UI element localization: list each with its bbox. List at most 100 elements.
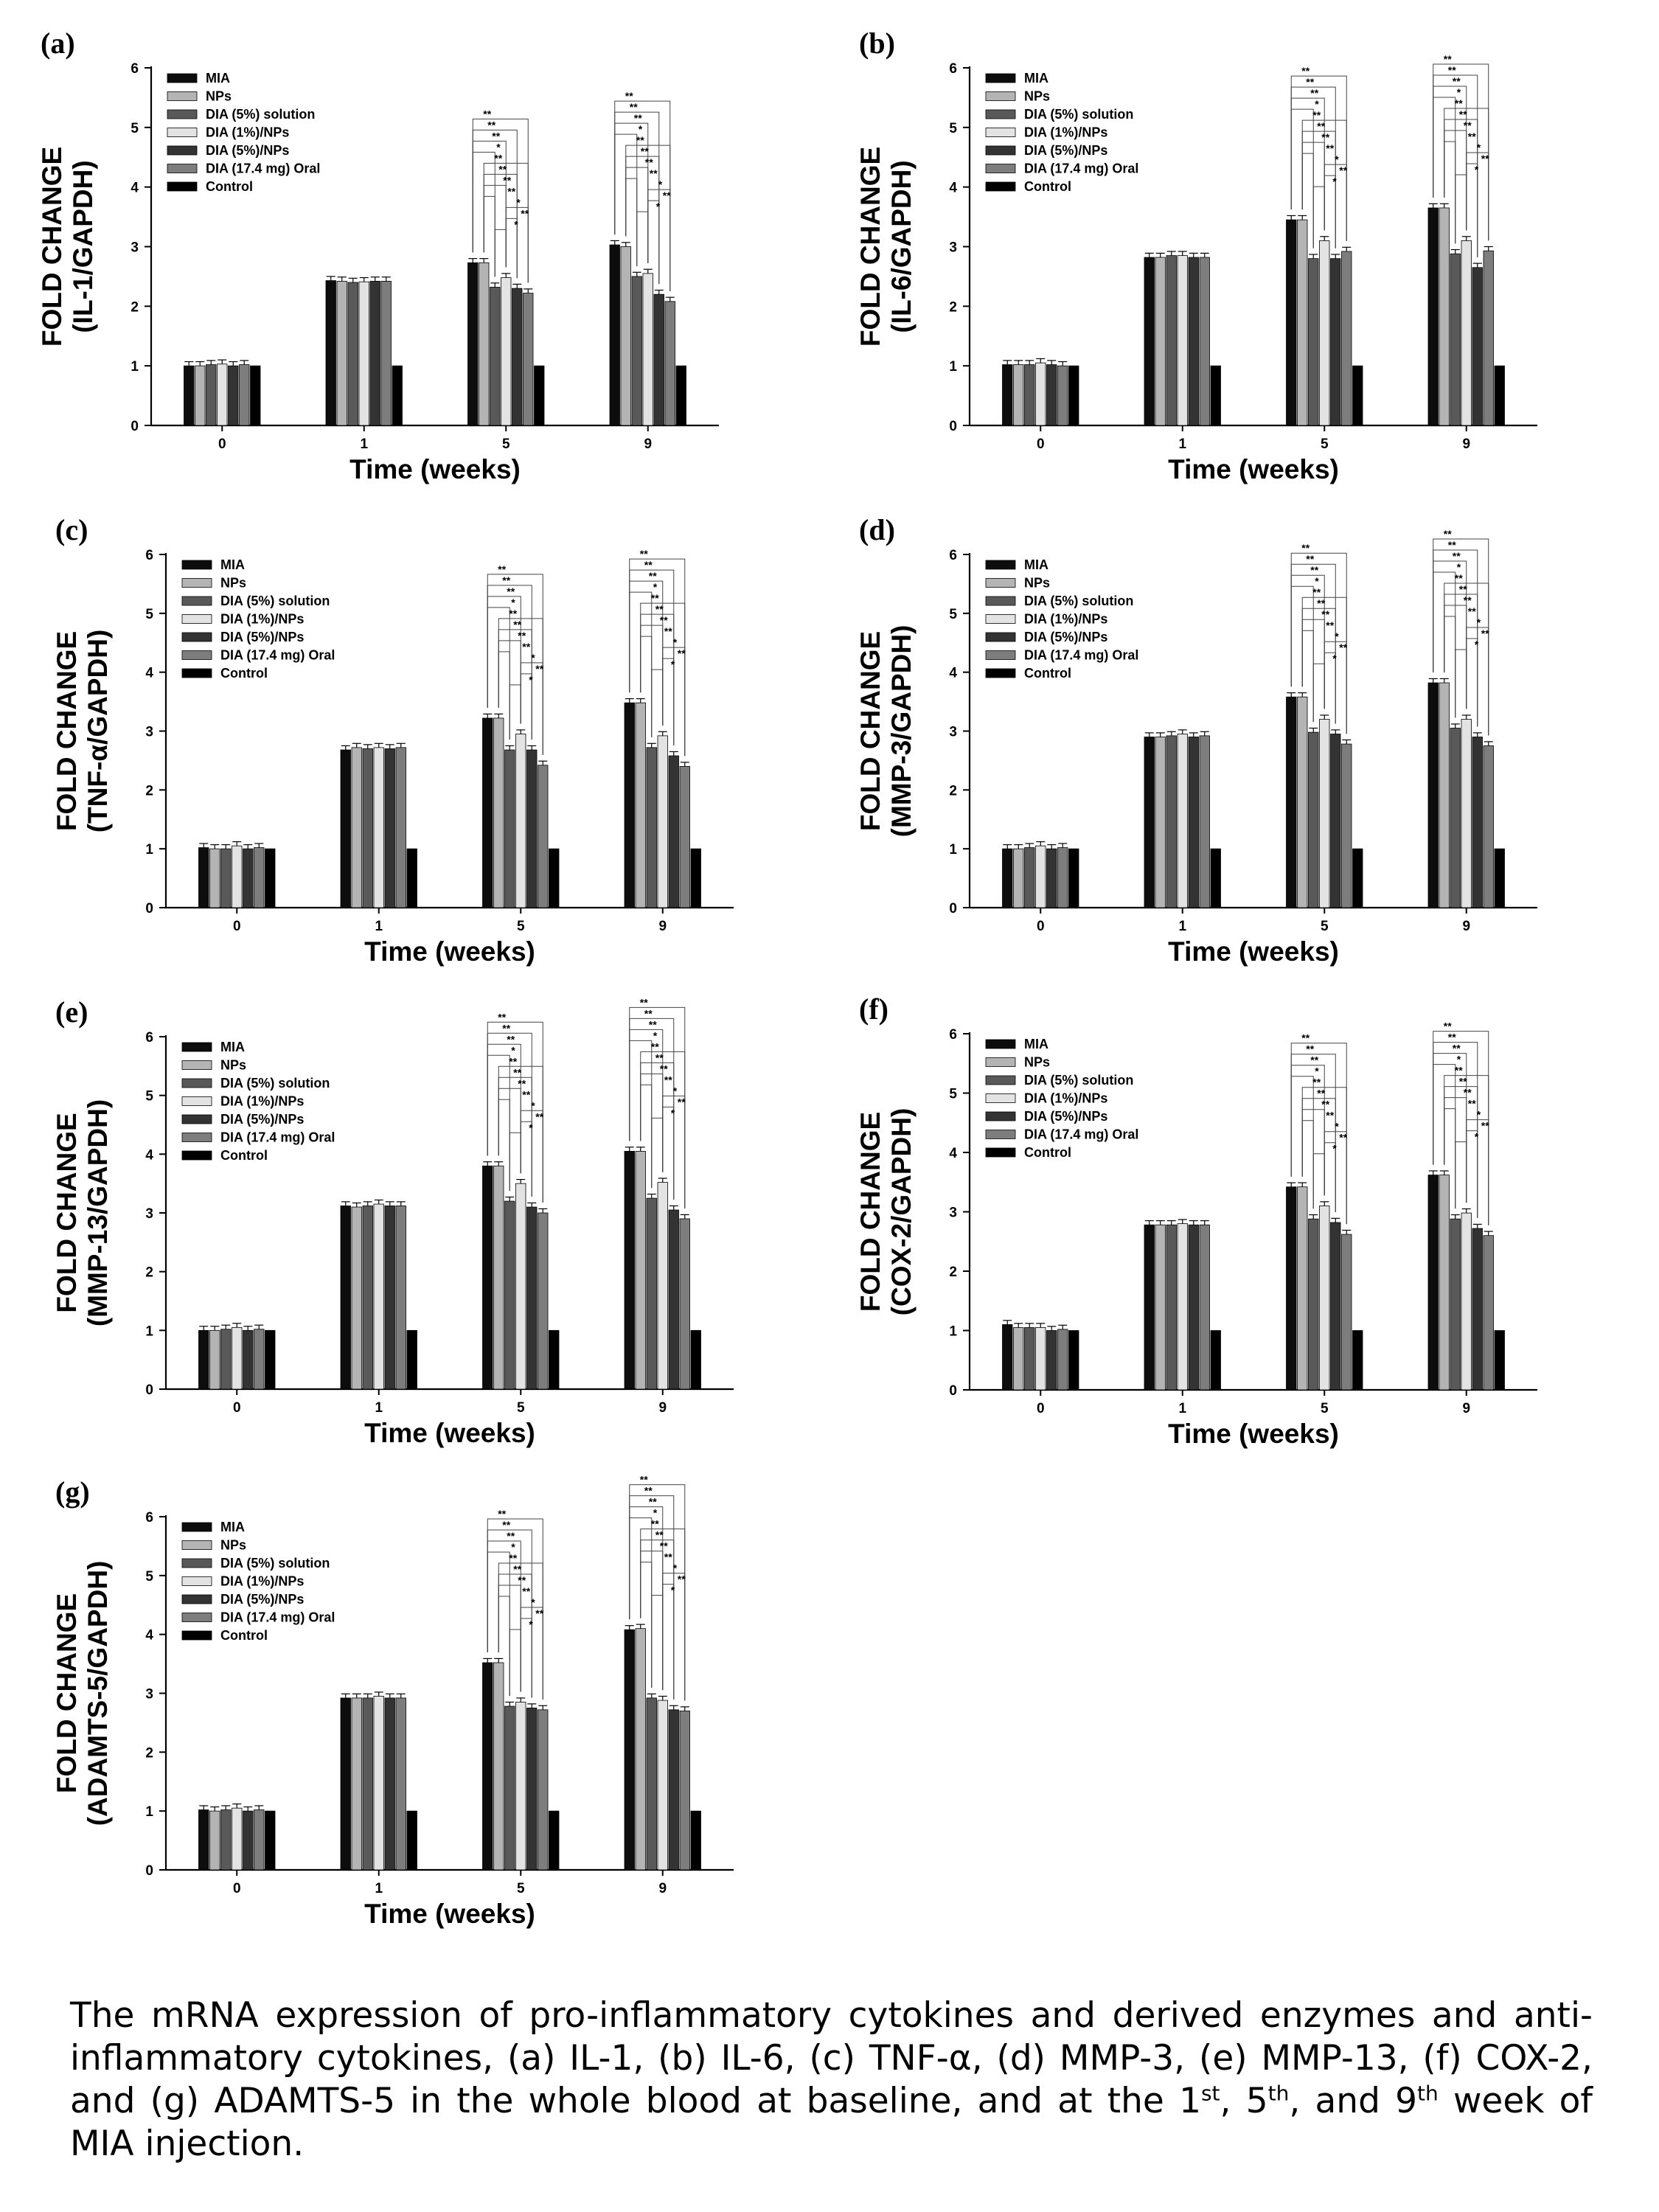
bar: [243, 1329, 254, 1390]
significance-label: **: [518, 1574, 526, 1586]
significance-label: **: [535, 1110, 543, 1122]
legend-swatch: [985, 1111, 1016, 1121]
bar: [657, 1182, 668, 1390]
bar: [184, 365, 195, 426]
caption-text-4: week of MIA injection.: [70, 2081, 1593, 2164]
significance-label: **: [522, 641, 530, 653]
significance-label: **: [1464, 594, 1472, 606]
bar: [1035, 362, 1046, 426]
bar: [1068, 365, 1079, 426]
bar: [1319, 1206, 1330, 1391]
bar: [690, 848, 701, 908]
bar: [1286, 696, 1297, 908]
y-tick-label: 3: [145, 1206, 153, 1222]
significance-label: **: [1306, 76, 1314, 88]
significance-label: **: [1481, 627, 1489, 639]
legend-swatch: [181, 1540, 212, 1550]
x-tick-label: 9: [1462, 919, 1470, 934]
y-axis-title-line1: FOLD CHANGE: [855, 1112, 886, 1312]
legend-label: DIA (1%)/NPs: [1024, 125, 1107, 140]
x-tick-label: 0: [1037, 919, 1045, 934]
significance-label: **: [1301, 542, 1310, 554]
bar: [526, 1206, 538, 1390]
x-tick-label: 0: [233, 919, 241, 934]
y-axis-title-line2: (MMP-13/GAPDH): [83, 1099, 113, 1326]
significance-label: *: [511, 1541, 515, 1553]
significance-label: **: [521, 207, 529, 219]
x-tick-label: 1: [375, 919, 383, 934]
significance-label: **: [502, 574, 510, 586]
legend-label: DIA (1%)/NPs: [1024, 612, 1107, 627]
significance-label: **: [645, 156, 653, 168]
significance-label: **: [640, 1474, 648, 1486]
bar: [198, 1809, 209, 1871]
significance-label: **: [660, 614, 668, 626]
significance-label: **: [503, 174, 511, 186]
significance-label: *: [653, 581, 658, 593]
y-tick-label: 4: [145, 666, 153, 681]
significance-label: **: [498, 163, 507, 175]
bar: [1297, 219, 1308, 426]
significance-label: **: [640, 548, 648, 560]
bar: [209, 848, 220, 908]
significance-label: *: [511, 1044, 515, 1056]
panel-label: (a): [41, 27, 75, 60]
y-tick-label: 0: [131, 419, 139, 434]
chart-panel-7: (g) 0 1 2 3 4 5 6 FOLD CHANGE(ADAMTS-5/GAPDH) Tim…: [52, 1474, 734, 1929]
y-axis-title: FOLD CHANGE(MMP-3/GAPDH): [855, 625, 917, 838]
y-tick-label: 0: [145, 1382, 153, 1398]
bar: [373, 1696, 384, 1871]
bar: [1341, 1234, 1352, 1391]
x-axis-title: Time (weeks): [364, 936, 535, 967]
x-tick-label: 9: [1462, 437, 1470, 452]
x-axis-title: Time (weeks): [349, 454, 521, 484]
bar: [384, 748, 395, 908]
x-tick-label: 1: [375, 1881, 383, 1896]
bar: [228, 365, 239, 426]
legend-label: DIA (17.4 mg) Oral: [220, 1610, 335, 1625]
chart-panel-1: (a) 0 1 2 3 4 5 6 FOLD CHANGE(IL-1/GAPDH) Time (w…: [37, 27, 719, 484]
bar: [336, 280, 347, 426]
significance-label: **: [513, 1066, 521, 1078]
x-axis-title: Time (weeks): [1168, 936, 1339, 967]
bar: [482, 717, 493, 908]
x-tick-label: 1: [375, 1400, 383, 1416]
significance-label: **: [513, 1563, 521, 1575]
bar: [1002, 364, 1013, 426]
x-tick-label: 1: [1178, 919, 1186, 934]
bar: [220, 1809, 232, 1871]
bar: [254, 847, 265, 908]
bar: [1330, 734, 1341, 908]
significance-label: **: [678, 647, 686, 659]
bar: [1210, 1330, 1221, 1391]
y-tick-label: 4: [949, 666, 957, 681]
significance-label: *: [671, 1585, 675, 1596]
significance-label: *: [1315, 1065, 1319, 1077]
significance-bracket: [636, 211, 649, 266]
significance-label: **: [535, 1607, 543, 1619]
bar: [1461, 719, 1472, 908]
bar: [657, 1700, 668, 1871]
bar: [1319, 719, 1330, 908]
legend-label: DIA (5%) solution: [1024, 1073, 1133, 1088]
x-tick-label: 9: [644, 437, 652, 452]
y-tick-label: 6: [949, 1027, 957, 1043]
bar: [490, 287, 501, 426]
legend-label: DIA (5%)/NPs: [1024, 1109, 1107, 1124]
legend-label: Control: [1024, 179, 1071, 194]
significance-label: *: [1475, 639, 1479, 650]
bar: [1330, 1222, 1341, 1391]
significance-bracket: [1312, 1153, 1325, 1209]
bar: [220, 1329, 232, 1390]
legend-swatch: [181, 1150, 212, 1161]
bar: [1035, 1327, 1046, 1391]
bar: [254, 1329, 265, 1390]
bar: [609, 244, 620, 426]
bar: [1057, 365, 1068, 426]
significance-label: **: [502, 1022, 510, 1034]
legend-swatch: [985, 1057, 1016, 1067]
significance-label: **: [502, 1519, 510, 1531]
bar: [635, 1628, 646, 1871]
legend-swatch: [181, 632, 212, 642]
significance-label: **: [1321, 131, 1329, 143]
